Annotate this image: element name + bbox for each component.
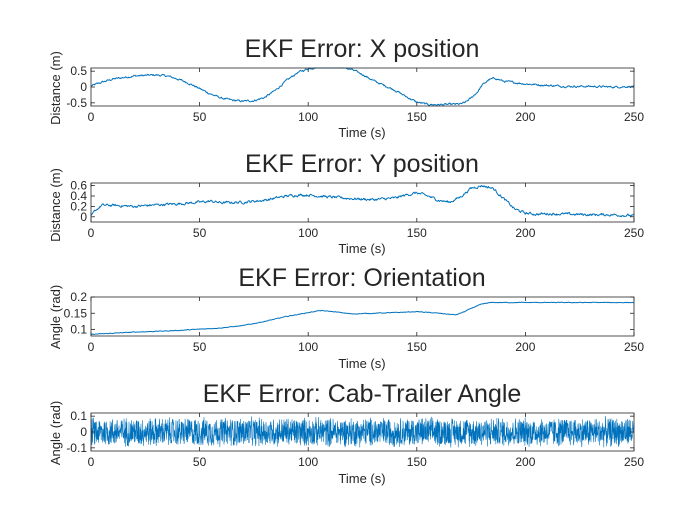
y-tick-label: 0.5 bbox=[70, 64, 87, 78]
x-tick-label: 250 bbox=[624, 226, 644, 240]
axes-3: 0 50 100 150 200 250 0.1 0.15 0.2 bbox=[64, 290, 645, 354]
x-tick-label: 250 bbox=[624, 110, 644, 124]
subplot-y-position: EKF Error: Y position Time (s) Distance … bbox=[48, 150, 479, 256]
y-tick-label: 0.2 bbox=[70, 290, 87, 304]
y-axis-label: Distance (m) bbox=[48, 168, 63, 242]
y-tick-label: 0.15 bbox=[64, 306, 88, 320]
axes-2: 0 50 100 150 200 250 00.20.40.6 bbox=[70, 179, 644, 240]
y-tick-label: -0.1 bbox=[66, 441, 87, 455]
y-axis-label: Angle (rad) bbox=[48, 285, 63, 349]
x-tick-label: 150 bbox=[407, 226, 427, 240]
subplot-orientation: EKF Error: Orientation Time (s) Angle (r… bbox=[48, 264, 486, 371]
y-tick-label: -0.5 bbox=[66, 96, 87, 110]
subplot-title: EKF Error: Orientation bbox=[238, 264, 485, 292]
subplot-title: EKF Error: Cab-Trailer Angle bbox=[203, 380, 522, 408]
subplot-cab-trailer-angle: EKF Error: Cab-Trailer Angle Time (s) An… bbox=[48, 380, 521, 486]
x-tick-label: 0 bbox=[88, 110, 95, 124]
series-line bbox=[90, 301, 635, 335]
x-axis-label: Time (s) bbox=[338, 471, 385, 486]
x-tick-label: 50 bbox=[193, 226, 207, 240]
x-tick-label: 200 bbox=[515, 226, 535, 240]
subplot-title: EKF Error: Y position bbox=[245, 150, 479, 178]
axes-box bbox=[90, 296, 635, 337]
x-tick-label: 200 bbox=[515, 340, 535, 354]
series-line bbox=[90, 185, 635, 218]
x-tick-label: 150 bbox=[407, 110, 427, 124]
x-tick-label: 100 bbox=[298, 226, 318, 240]
x-tick-label: 150 bbox=[407, 340, 427, 354]
x-tick-label: 100 bbox=[298, 110, 318, 124]
x-tick-label: 250 bbox=[624, 340, 644, 354]
x-tick-label: 250 bbox=[624, 455, 644, 469]
y-tick-label: 0 bbox=[80, 425, 87, 439]
x-tick-label: 50 bbox=[193, 340, 207, 354]
x-tick-label: 0 bbox=[88, 455, 95, 469]
y-tick-label: 0.1 bbox=[70, 409, 87, 423]
axes-box bbox=[90, 182, 635, 223]
series-line bbox=[90, 416, 635, 448]
y-tick-label: 0 bbox=[80, 80, 87, 94]
y-axis-label: Angle (rad) bbox=[48, 401, 63, 465]
axes-1: 0 50 100 150 200 250-0.500.5 bbox=[66, 64, 644, 124]
x-tick-label: 200 bbox=[515, 455, 535, 469]
x-tick-label: 150 bbox=[407, 455, 427, 469]
x-tick-label: 200 bbox=[515, 110, 535, 124]
x-tick-label: 0 bbox=[88, 226, 95, 240]
x-tick-label: 50 bbox=[193, 455, 207, 469]
y-tick-label: 0.1 bbox=[70, 323, 87, 337]
y-tick-label: 0 bbox=[80, 210, 87, 224]
axes-4: 0 50 100 150 200 250-0.100.1 bbox=[66, 409, 644, 469]
y-tick-label: 0.6 bbox=[70, 179, 87, 193]
y-tick-label: 0.4 bbox=[70, 189, 87, 203]
y-axis-label: Distance (m) bbox=[48, 51, 63, 125]
x-tick-label: 0 bbox=[88, 340, 95, 354]
subplot-x-position: EKF Error: X position Time (s) Distance … bbox=[48, 35, 479, 140]
x-tick-label: 100 bbox=[298, 455, 318, 469]
series-line bbox=[90, 67, 635, 106]
x-axis-label: Time (s) bbox=[338, 241, 385, 256]
x-tick-label: 50 bbox=[193, 110, 207, 124]
x-axis-label: Time (s) bbox=[338, 356, 385, 371]
x-axis-label: Time (s) bbox=[338, 125, 385, 140]
x-tick-label: 100 bbox=[298, 340, 318, 354]
y-tick-label: 0.2 bbox=[70, 199, 87, 213]
subplot-title: EKF Error: X position bbox=[245, 35, 480, 63]
